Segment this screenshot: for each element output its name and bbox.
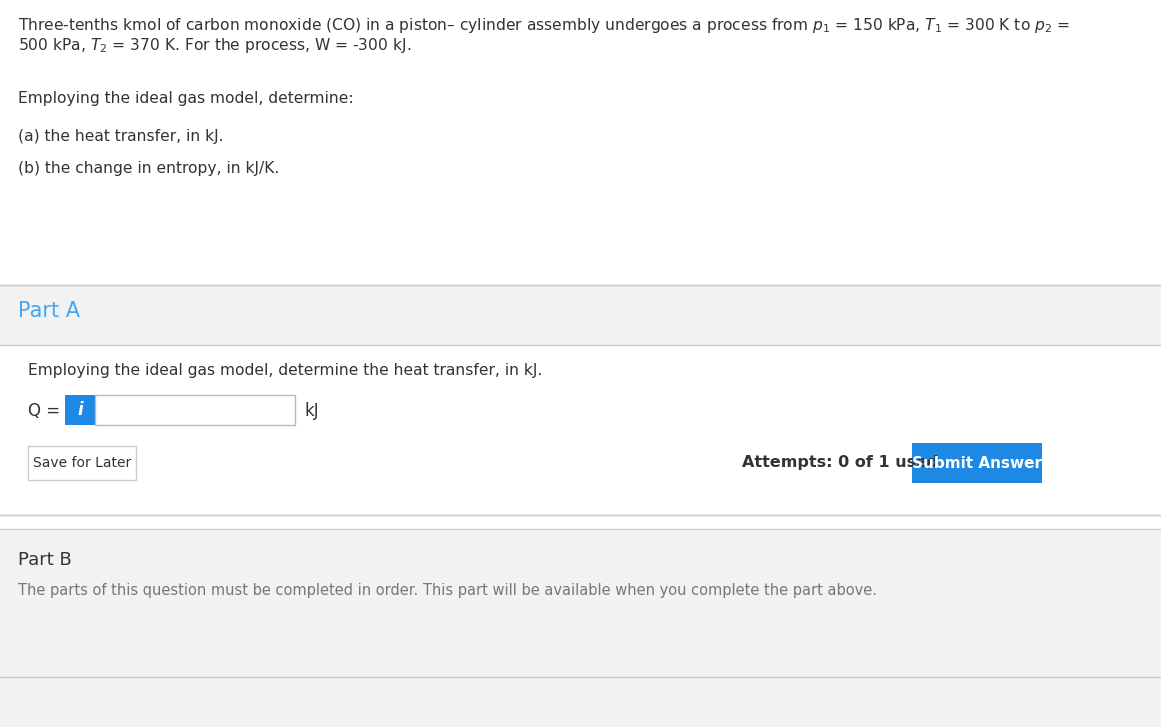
Bar [0,345,1161,515]
Text: (b) the change in entropy, in kJ/K.: (b) the change in entropy, in kJ/K. [19,161,280,176]
Bar [913,443,1043,483]
Text: i: i [77,401,82,419]
Bar [95,395,295,425]
Text: Attempts: 0 of 1 used: Attempts: 0 of 1 used [742,456,938,470]
Text: The parts of this question must be completed in order. This part will be availab: The parts of this question must be compl… [19,583,877,598]
Text: Part B: Part B [19,551,72,569]
Bar [65,395,95,425]
Bar [0,529,1161,727]
Bar [0,0,1161,285]
Text: Q =: Q = [28,402,60,420]
Text: Employing the ideal gas model, determine the heat transfer, in kJ.: Employing the ideal gas model, determine… [28,363,542,378]
Bar [28,446,136,480]
Text: kJ: kJ [305,402,319,420]
Bar [0,285,1161,345]
Text: 500 kPa, $T_2$ = 370 K. For the process, W = -300 kJ.: 500 kPa, $T_2$ = 370 K. For the process,… [19,36,411,55]
Text: Submit Answer: Submit Answer [913,456,1043,470]
Text: (a) the heat transfer, in kJ.: (a) the heat transfer, in kJ. [19,129,224,144]
Text: Employing the ideal gas model, determine:: Employing the ideal gas model, determine… [19,91,354,106]
Text: Three-tenths kmol of carbon monoxide (CO) in a piston– cylinder assembly undergo: Three-tenths kmol of carbon monoxide (CO… [19,16,1070,35]
Text: Save for Later: Save for Later [33,456,131,470]
Bar [0,515,1161,529]
Text: Part A: Part A [19,301,80,321]
